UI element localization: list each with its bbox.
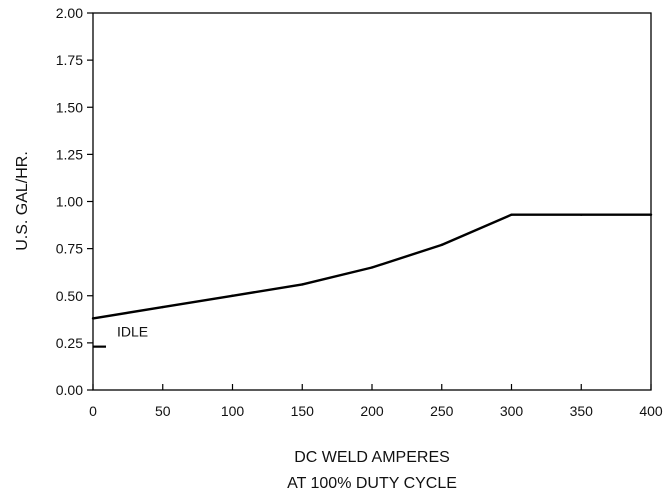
x-tick-label: 100 — [221, 403, 245, 419]
x-tick-label: 400 — [639, 403, 663, 419]
y-tick-label: 2.00 — [56, 5, 83, 21]
x-axis-ticks: 0 50 100 150 200 250 300 350 400 — [89, 384, 663, 419]
plot-frame — [92, 12, 652, 391]
data-point — [91, 317, 95, 320]
x-axis-title-line2: AT 100% DUTY CYCLE — [287, 475, 457, 492]
x-tick-label: 300 — [500, 403, 524, 419]
x-tick-label: 200 — [360, 403, 384, 419]
y-tick-label: 0.50 — [56, 288, 83, 304]
data-point — [510, 213, 513, 216]
x-tick-label: 350 — [570, 403, 594, 419]
data-point — [301, 283, 304, 286]
y-tick-label: 0.75 — [56, 241, 83, 257]
y-axis-ticks: 0.00 0.25 0.50 0.75 1.00 1.25 1.50 1.75 2.00 — [56, 5, 93, 398]
data-point — [580, 213, 583, 216]
x-tick-label: 250 — [430, 403, 454, 419]
x-tick-label: 150 — [291, 403, 315, 419]
data-point — [440, 243, 443, 247]
y-tick-label: 0.25 — [56, 335, 83, 351]
data-point — [231, 294, 234, 297]
data-point — [649, 213, 653, 216]
y-tick-label: 1.00 — [56, 194, 83, 210]
y-tick-label: 1.25 — [56, 146, 83, 162]
y-tick-label: 0.00 — [56, 382, 83, 398]
data-point — [161, 305, 164, 309]
data-point — [370, 266, 374, 269]
y-axis-title: U.S. GAL/HR. — [14, 151, 31, 251]
series-points — [91, 213, 653, 320]
x-tick-label: 50 — [155, 403, 171, 419]
x-tick-label: 0 — [89, 403, 97, 419]
x-axis-title-line1: DC WELD AMPERES — [294, 449, 450, 466]
y-tick-label: 1.75 — [56, 52, 83, 68]
y-tick-label: 1.50 — [56, 99, 83, 115]
idle-label: IDLE — [117, 324, 148, 340]
